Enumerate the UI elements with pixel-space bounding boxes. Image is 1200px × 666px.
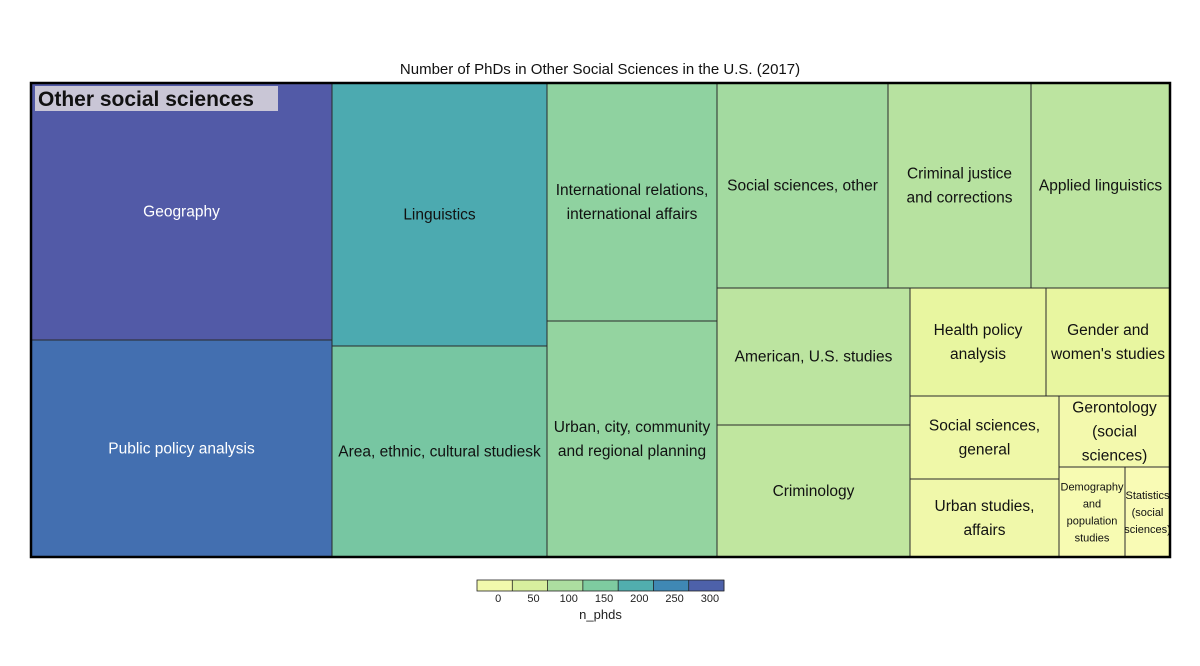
color-legend: 0 50 100 150 200 250 300 n_phds (476, 579, 725, 622)
legend-tick-label: 50 (527, 593, 539, 605)
tile-label-gender-and-women-s-studies: Gender and women's studies (1050, 322, 1165, 363)
tile-social-sciences-general (909, 395, 1060, 480)
legend-frame (476, 579, 725, 592)
legend-tick-label: 0 (495, 593, 501, 605)
tile-international-relations-international-affairs (546, 82, 718, 322)
legend-tick-label: 250 (665, 593, 683, 605)
tile-label-applied-linguistics: Applied linguistics (1039, 178, 1162, 195)
tile-demography-and-population-studies (1058, 466, 1126, 558)
legend-swatch (512, 580, 549, 591)
tile-health-policy-analysis (909, 287, 1047, 397)
tile-label-criminology: Criminology (773, 483, 855, 500)
tile-urban-studies-affairs (909, 478, 1060, 558)
tile-american-u-s-studies (716, 287, 911, 426)
legend-swatch (688, 580, 725, 591)
tile-statistics-social-sciences (1124, 466, 1171, 558)
tile-label-urban-city-community-and-regional-planning: Urban, city, community and regional plann… (554, 419, 711, 460)
tile-gerontology-social-sciences (1058, 395, 1171, 468)
tile-area-ethnic-cultural-studiesk (331, 345, 548, 558)
group-border (29, 81, 1172, 559)
tile-label-gerontology-social-sciences: Gerontology (social sciences) (1072, 400, 1157, 465)
tile-criminal-justice-and-corrections (887, 82, 1032, 289)
legend-tick-label: 150 (595, 593, 613, 605)
legend-swatch (618, 580, 654, 591)
tile-applied-linguistics (1030, 82, 1171, 289)
tile-label-criminal-justice-and-corrections: Criminal justice and corrections (907, 166, 1013, 207)
tile-geography (30, 82, 333, 341)
tile-label-health-policy-analysis: Health policy analysis (934, 322, 1023, 363)
tile-label-geography: Geography (143, 204, 220, 221)
tile-label-linguistics: Linguistics (403, 207, 476, 224)
legend-title: n_phds (579, 607, 622, 622)
tile-urban-city-community-and-regional-planning (546, 320, 718, 558)
tile-label-area-ethnic-cultural-studiesk: Area, ethnic, cultural studiesk (338, 444, 541, 461)
legend-tick-label: 100 (560, 593, 578, 605)
legend-swatch (653, 580, 690, 591)
legend-swatch (477, 580, 513, 591)
tile-label-public-policy-analysis: Public policy analysis (108, 441, 255, 458)
tile-label-statistics-social-sciences: Statistics (social sciences) (1124, 490, 1170, 536)
tile-label-urban-studies-affairs: Urban studies, affairs (935, 498, 1035, 539)
tile-label-social-sciences-other: Social sciences, other (727, 178, 878, 195)
tile-label-demography-and-population-studies: Demography and population studies (1061, 482, 1124, 545)
tile-label-social-sciences-general: Social sciences, general (929, 418, 1040, 459)
treemap-tiles: Geography Public policy analysis Linguisti… (30, 82, 1171, 558)
legend-swatch (582, 580, 619, 591)
tile-label-international-relations-international-affairs: International relations, international af… (556, 182, 709, 223)
tile-gender-and-women-s-studies (1045, 287, 1171, 397)
group-label: Other social sciences (38, 88, 254, 111)
chart-title: Number of PhDs in Other Social Sciences … (400, 61, 800, 78)
tile-public-policy-analysis (30, 339, 333, 558)
legend-tick-label: 300 (701, 593, 719, 605)
tile-label-american-u-s-studies: American, U.S. studies (735, 349, 893, 366)
group-label-background (35, 86, 278, 111)
legend-tick-label: 200 (630, 593, 648, 605)
legend-swatch (547, 580, 584, 591)
tile-criminology (716, 424, 911, 558)
tile-social-sciences-other (716, 82, 889, 289)
